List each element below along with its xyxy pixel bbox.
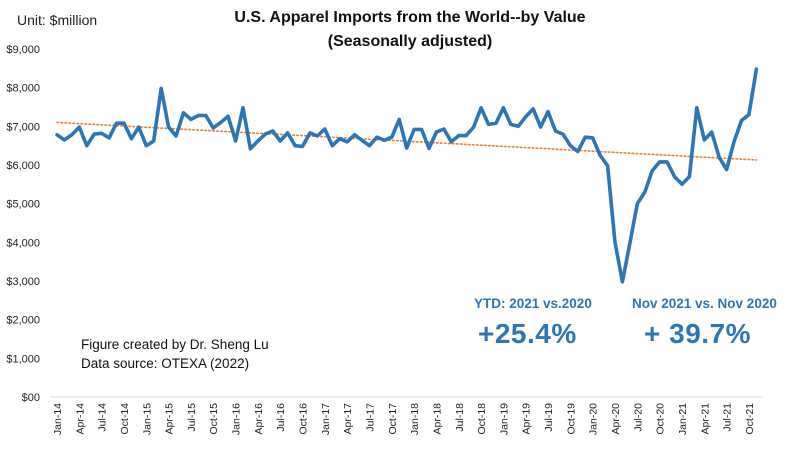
y-tick-label: $9,000 xyxy=(6,44,40,56)
x-tick-label: Jul-17 xyxy=(364,403,376,432)
y-tick-label: $5,000 xyxy=(6,199,40,211)
x-tick-label: Oct-15 xyxy=(208,403,220,435)
imports-series-line xyxy=(55,67,759,284)
y-tick-label: $1,000 xyxy=(6,353,40,365)
chart-title: U.S. Apparel Imports from the World--by … xyxy=(234,9,586,26)
x-tick-label: Apr-15 xyxy=(164,403,176,435)
x-tick-label: Apr-17 xyxy=(342,403,354,435)
y-tick-label: $8,000 xyxy=(6,83,40,95)
x-tick-label: Jan-19 xyxy=(498,403,510,435)
ytd-annotation-label: YTD: 2021 vs.2020 xyxy=(474,296,592,311)
y-tick-label: $6,000 xyxy=(6,160,40,172)
x-tick-label: Oct-17 xyxy=(387,403,399,435)
x-tick-label: Oct-19 xyxy=(565,403,577,435)
x-tick-label: Apr-16 xyxy=(253,403,265,435)
x-axis: Jan-14 Apr-14 Jul-14 Oct-14 Jan-15 Apr-15 Jul-… xyxy=(52,403,756,435)
x-tick-label: Apr-19 xyxy=(521,403,533,435)
y-tick-label: $00 xyxy=(22,392,40,404)
x-tick-label: Jan-16 xyxy=(231,403,243,435)
ytd-annotation-value: +25.4% xyxy=(478,318,577,349)
x-tick-label: Jan-18 xyxy=(409,403,421,435)
x-tick-label: Oct-20 xyxy=(655,403,667,435)
x-tick-label: Apr-14 xyxy=(74,403,86,435)
x-tick-label: Oct-14 xyxy=(119,403,131,435)
x-tick-label: Apr-18 xyxy=(431,403,443,435)
x-tick-label: Jul-21 xyxy=(722,403,734,432)
nov-annotation-value: + 39.7% xyxy=(644,318,752,349)
credit-note: Figure created by Dr. Sheng Lu Data sour… xyxy=(81,335,269,373)
y-tick-label: $4,000 xyxy=(6,237,40,249)
x-tick-label: Jan-21 xyxy=(677,403,689,435)
x-tick-label: Oct-18 xyxy=(476,403,488,435)
unit-label: Unit: $million xyxy=(17,12,98,28)
x-tick-label: Oct-21 xyxy=(744,403,756,435)
series-layer xyxy=(55,67,759,284)
x-tick-label: Jul-20 xyxy=(632,403,644,432)
source-text: Data source: OTEXA (2022) xyxy=(81,356,250,371)
y-tick-label: $2,000 xyxy=(6,315,40,327)
x-tick-label: Jul-15 xyxy=(186,403,198,432)
chart-subtitle: (Seasonally adjusted) xyxy=(327,33,493,50)
x-tick-label: Jan-15 xyxy=(141,403,153,435)
y-axis: $00 $1,000 $2,000 $3,000 $4,000 $5,000 $6,000 $… xyxy=(6,44,40,404)
y-tick-label: $3,000 xyxy=(6,276,40,288)
x-tick-label: Oct-16 xyxy=(298,403,310,435)
y-tick-label: $7,000 xyxy=(6,121,40,133)
x-tick-label: Jul-19 xyxy=(543,403,555,432)
x-tick-label: Jul-16 xyxy=(275,403,287,432)
credit-text: Figure created by Dr. Sheng Lu xyxy=(81,337,269,352)
x-tick-label: Apr-20 xyxy=(610,403,622,435)
x-tick-label: Jul-14 xyxy=(97,403,109,432)
x-tick-label: Jan-20 xyxy=(588,403,600,435)
x-tick-label: Apr-21 xyxy=(699,403,711,435)
x-tick-label: Jul-18 xyxy=(454,403,466,432)
nov-annotation-label: Nov 2021 vs. Nov 2020 xyxy=(632,296,777,311)
x-tick-label: Jan-14 xyxy=(52,403,64,435)
x-tick-label: Jan-17 xyxy=(320,403,332,435)
